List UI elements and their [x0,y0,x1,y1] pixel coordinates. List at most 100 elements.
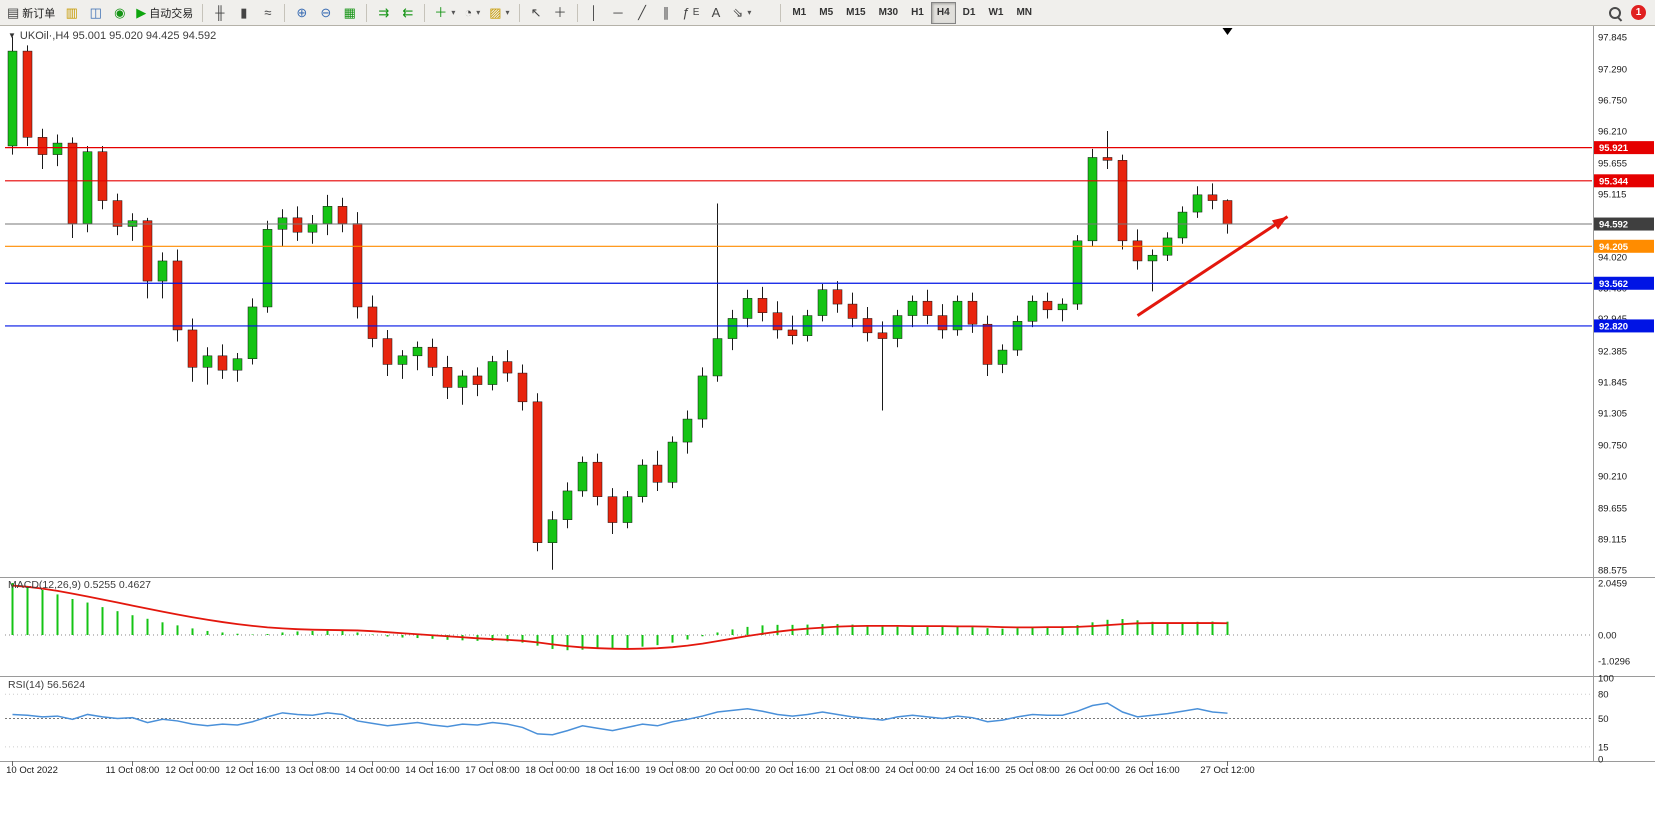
channel-button[interactable]: ∥ [655,2,678,24]
macd-panel: 2.0459 0.00 -1.0296 [5,579,1630,668]
candle [547,519,558,543]
rsi-panel: 100 80 50 15 0 [5,674,1614,766]
price-axis-label: 95.115 [1598,189,1626,200]
autotrade-button[interactable]: ▶ 自动交易 [132,2,197,24]
time-axis-label: 26 Oct 16:00 [1125,765,1179,776]
fibonacci-icon: ƒ [682,5,690,20]
candle [337,206,348,224]
candle [22,50,33,138]
rsi-axis-label: 100 [1598,674,1614,685]
time-axis-label: 21 Oct 08:00 [825,765,879,776]
price-axis-label: 91.305 [1598,409,1627,420]
chart-shift-button[interactable]: ⇇ [396,2,419,24]
chevron-down-icon: ▾ [476,8,481,17]
timeframe-m1-button[interactable]: M1 [786,2,812,24]
price-axis-label: 95.655 [1598,158,1627,169]
crosshair-button[interactable]: ＋ [549,2,572,24]
horizontal-line-button[interactable]: ─ [607,2,630,24]
play-icon: ▶ [136,5,147,20]
candle [1117,160,1128,242]
timeframe-m5-button[interactable]: M5 [813,2,839,24]
template-icon: ▨ [489,5,502,20]
toolbar-divider [366,3,368,22]
new-order-label: 新订单 [22,7,56,20]
profile-button[interactable]: ◫ [84,2,107,24]
candle [1177,211,1188,239]
toolbar-divider [284,3,286,22]
trend-arrow[interactable] [1136,215,1289,317]
new-order-button[interactable]: ▤ 新订单 [3,2,59,24]
timeframe-h1-button[interactable]: H1 [905,2,930,24]
periods-button[interactable]: ◔ ▾ [460,2,484,24]
time-axis-label: 10 Oct 2022 [6,765,58,776]
cursor-button[interactable]: ↖ [525,2,548,24]
price-axis[interactable]: 97.845 97.290 96.750 96.210 95.655 95.115 94.5… [1594,33,1654,577]
toolbar-divider [424,3,426,22]
price-tag-label: 93.562 [1599,279,1628,290]
candlestick-type-button[interactable]: ▮ [232,2,255,24]
timeframe-m15-button[interactable]: M15 [840,2,871,24]
auto-scroll-button[interactable]: ⇉ [372,2,395,24]
time-axis-label: 20 Oct 16:00 [765,765,819,776]
candle [202,355,213,368]
chevron-down-icon: ▾ [747,8,752,17]
autotrade-label: 自动交易 [149,7,194,20]
arrows-button[interactable]: ⇘ ▾ [728,2,755,24]
refresh-button[interactable]: ◉ [108,2,131,24]
timeframe-h4-button[interactable]: H4 [930,1,956,24]
time-axis-label: 27 Oct 12:00 [1200,765,1254,776]
candle [352,223,363,308]
candle [292,217,303,233]
bar-chart-type-button[interactable]: ╫ [208,2,231,24]
candle [832,289,843,305]
last-bar-marker-icon [1222,28,1233,35]
candle [742,298,753,319]
zoom-out-icon: ⊖ [320,5,332,20]
candle [1087,157,1098,242]
macd-signal-line [12,584,1228,650]
trendline-button[interactable]: ╱ [631,2,654,24]
candle [112,200,123,227]
candle [1102,157,1113,161]
time-axis[interactable]: 10 Oct 2022 11 Oct 08:00 12 Oct 00:00 12 Oc… [6,761,1255,776]
timeframe-m30-button[interactable]: M30 [873,2,904,24]
time-axis-label: 13 Oct 08:00 [285,765,339,776]
timeframe-d1-button[interactable]: D1 [957,2,982,24]
line-chart-type-button[interactable]: ≈ [256,2,279,24]
candle [952,300,963,331]
zoom-out-button[interactable]: ⊖ [314,2,337,24]
time-axis-label: 19 Oct 08:00 [645,765,699,776]
timeframe-mn-button[interactable]: MN [1010,2,1038,24]
candle [307,223,318,233]
auto-scroll-icon: ⇉ [378,5,390,20]
candle [427,346,438,368]
price-axis-label: 89.115 [1598,534,1626,545]
time-axis-label: 18 Oct 00:00 [525,765,579,776]
tile-windows-button[interactable]: ▦ [338,2,361,24]
candle [1057,303,1068,311]
cursor-icon: ↖ [530,5,542,20]
line-chart-icon: ≈ [264,5,272,20]
candle [937,315,948,331]
vertical-line-button[interactable]: │ [583,2,606,24]
trend-arrow-head[interactable] [1271,216,1288,230]
candle [397,355,408,365]
zoom-in-button[interactable]: ⊕ [290,2,313,24]
candle [247,306,258,359]
open-chart-button[interactable]: ▥ [60,2,83,24]
templates-button[interactable]: ▨ ▾ [485,2,513,24]
candle [847,303,858,319]
search-icon[interactable] [1607,5,1623,21]
notification-badge[interactable]: 1 [1631,5,1646,20]
candle [1132,240,1143,262]
text-button[interactable]: A [704,2,727,24]
indicators-button[interactable]: ＋ ▾ [430,2,459,24]
time-axis-label: 18 Oct 16:00 [585,765,639,776]
chart-canvas[interactable]: 97.845 97.290 96.750 96.210 95.655 95.115 94.5… [0,26,1655,827]
candle [982,323,993,365]
rsi-axis-label: 80 [1598,690,1609,701]
toolbar-divider [780,3,782,22]
timeframe-w1-button[interactable]: W1 [982,2,1009,24]
candles [7,36,1233,570]
